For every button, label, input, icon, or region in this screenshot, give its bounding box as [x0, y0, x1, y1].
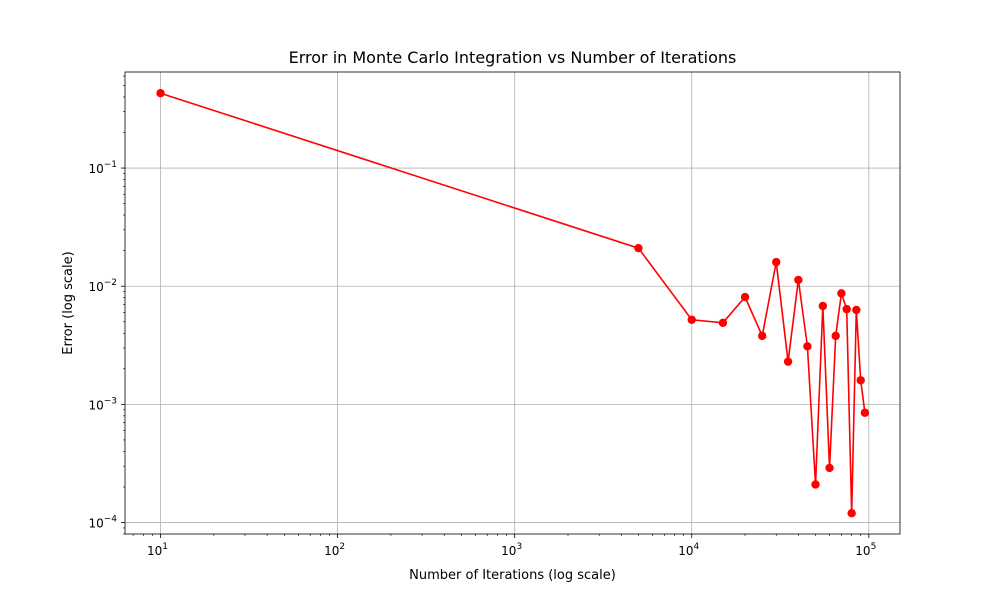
- plot-frame: [124, 71, 901, 535]
- data-point: [783, 357, 793, 366]
- data-point: [842, 304, 851, 314]
- y-tick-label: 10−2: [88, 278, 117, 294]
- data-point: [818, 301, 828, 311]
- data-point: [860, 408, 870, 417]
- y-tick-exponent: −1: [104, 160, 117, 170]
- x-tick-label: 103: [501, 542, 522, 558]
- y-tick-exponent: −3: [104, 396, 117, 406]
- series-line: [160, 92, 866, 514]
- x-tick-base: 10: [678, 544, 693, 558]
- y-tick-base: 10: [88, 398, 103, 412]
- x-tick-exponent: 3: [516, 542, 522, 552]
- data-point: [758, 331, 767, 341]
- y-axis-label: Error (log scale): [61, 251, 76, 354]
- y-tick-exponent: −4: [104, 515, 118, 525]
- series-error: [156, 89, 870, 518]
- chart-title: Error in Monte Carlo Integration vs Numb…: [289, 48, 737, 67]
- data-point: [634, 243, 643, 253]
- data-point: [687, 315, 696, 324]
- x-tick-exponent: 1: [162, 542, 168, 552]
- data-point: [740, 292, 750, 302]
- x-tick-label: 102: [324, 542, 345, 558]
- y-tick-label: 10−4: [88, 515, 117, 531]
- data-point: [856, 376, 865, 385]
- y-tick-exponent: −2: [104, 278, 117, 288]
- x-tick-label: 105: [855, 542, 876, 558]
- x-tick-base: 10: [147, 544, 162, 558]
- y-tick-label: 10−1: [88, 160, 117, 176]
- data-point: [831, 331, 840, 341]
- data-point: [847, 508, 856, 518]
- data-point: [156, 89, 165, 98]
- data-point: [852, 305, 861, 315]
- x-tick-label: 101: [147, 542, 168, 558]
- x-tick-base: 10: [324, 544, 339, 558]
- x-tick-exponent: 4: [694, 542, 700, 552]
- x-tick-exponent: 2: [339, 542, 345, 552]
- data-point: [825, 463, 834, 473]
- y-tick-base: 10: [88, 162, 103, 176]
- x-tick-exponent: 5: [871, 542, 877, 552]
- grid-lines: [125, 72, 900, 534]
- y-tick-base: 10: [88, 280, 103, 294]
- data-point: [803, 342, 812, 351]
- data-point: [837, 289, 846, 298]
- data-point: [811, 480, 820, 489]
- x-tick-base: 10: [855, 544, 870, 558]
- data-point: [718, 318, 728, 328]
- y-tick-base: 10: [88, 517, 103, 531]
- x-tick-label: 104: [678, 542, 699, 558]
- data-point: [794, 275, 803, 285]
- x-tick-base: 10: [501, 544, 516, 558]
- y-tick-label: 10−3: [88, 396, 117, 412]
- x-axis-label: Number of Iterations (log scale): [409, 568, 616, 583]
- data-point: [772, 257, 781, 267]
